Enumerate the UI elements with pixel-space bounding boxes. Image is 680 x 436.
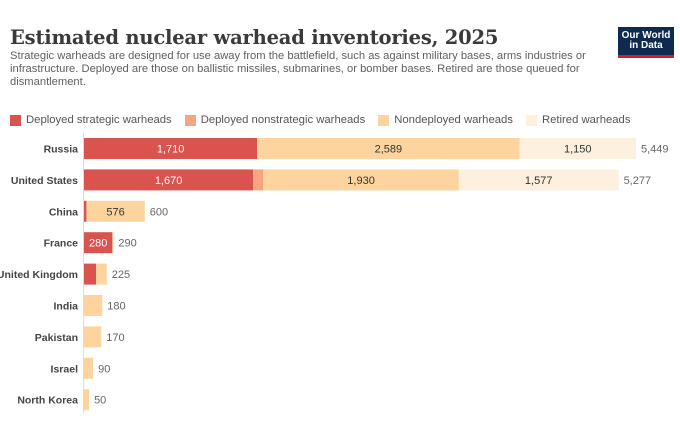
category-label: Pakistan <box>35 332 78 344</box>
bar-segment-nondeployed-warheads[interactable] <box>84 326 102 348</box>
legend-item-deployed-strategic[interactable]: Deployed strategic warheads <box>10 114 172 126</box>
category-label: France <box>44 238 79 250</box>
bar-segment-nondeployed-warheads[interactable] <box>112 232 114 254</box>
logo-line-1: Our World <box>621 30 671 41</box>
total-value-label: 170 <box>106 332 124 344</box>
bar-segment-nondeployed-warheads[interactable] <box>257 138 520 159</box>
segment-value-label: 1,577 <box>525 175 553 187</box>
segment-value-label: 1,150 <box>564 144 592 156</box>
bar-row-russia[interactable]: Russia 1,710 2,589 1,150 5,449 <box>44 138 669 159</box>
bar-row-united-states[interactable]: United States 1,670 1,930 1,577 5,277 <box>11 169 652 191</box>
legend-swatch <box>10 114 21 126</box>
legend: Deployed strategic warheads Deployed non… <box>10 114 643 126</box>
bar-row-china[interactable]: China 576 600 <box>49 200 168 222</box>
legend-item-nondeployed[interactable]: Nondeployed warheads <box>378 114 513 126</box>
chart-title: Estimated nuclear warhead inventories, 2… <box>10 26 499 49</box>
total-value-label: 5,449 <box>641 144 669 156</box>
category-label: United States <box>11 175 78 187</box>
segment-value-label: 1,930 <box>347 175 375 187</box>
bar-segment-nondeployed-warheads[interactable] <box>86 200 145 222</box>
total-value-label: 5,277 <box>624 175 652 187</box>
segment-value-label: 1,670 <box>155 175 183 187</box>
total-value-label: 50 <box>94 395 106 407</box>
segment-value-label: 280 <box>89 238 107 250</box>
bar-segment-deployed-strategic-warheads[interactable] <box>84 138 258 159</box>
category-label: Russia <box>44 144 79 156</box>
bar-segment-nondeployed-warheads[interactable] <box>96 263 107 285</box>
bar-segment-retired-warheads[interactable] <box>519 138 636 159</box>
category-label: Israel <box>51 363 79 375</box>
owid-logo[interactable]: Our World in Data <box>618 27 674 58</box>
category-label: United Kingdom <box>0 269 78 281</box>
bar-segment-deployed-nonstrategic-warheads[interactable] <box>253 169 264 191</box>
legend-swatch <box>184 114 196 126</box>
total-value-label: 225 <box>112 269 130 281</box>
bar-segment-deployed-strategic-warheads[interactable] <box>84 200 87 222</box>
bar-segment-deployed-strategic-warheads[interactable] <box>84 263 97 285</box>
bar-row-pakistan[interactable]: Pakistan 170 <box>35 326 125 348</box>
bar-row-united-kingdom[interactable]: United Kingdom 225 <box>0 263 130 285</box>
category-label: India <box>53 301 78 313</box>
legend-item-retired[interactable]: Retired warheads <box>525 114 631 126</box>
bar-segment-nondeployed-warheads[interactable] <box>84 389 90 411</box>
bar-segment-deployed-strategic-warheads[interactable] <box>84 169 254 191</box>
bar-row-france[interactable]: France 280 290 <box>44 232 137 254</box>
legend-label: Deployed nonstrategic warheads <box>200 114 366 126</box>
legend-label: Retired warheads <box>541 114 631 126</box>
legend-swatch <box>525 114 537 126</box>
bar-segment-nondeployed-warheads[interactable] <box>84 357 94 379</box>
category-label: North Korea <box>17 395 78 407</box>
total-value-label: 290 <box>118 238 136 250</box>
bar-segment-nondeployed-warheads[interactable] <box>263 169 459 191</box>
bar-segment-retired-warheads[interactable] <box>458 169 619 191</box>
segment-value-label: 576 <box>106 206 124 218</box>
legend-item-deployed-nonstrategic[interactable]: Deployed nonstrategic warheads <box>184 114 366 126</box>
bar-segment-deployed-strategic-warheads[interactable] <box>84 232 113 254</box>
segment-value-label: 2,589 <box>375 144 403 156</box>
legend-label: Nondeployed warheads <box>394 114 513 126</box>
total-value-label: 600 <box>150 206 168 218</box>
category-label: China <box>49 206 78 218</box>
legend-swatch <box>378 114 390 126</box>
bar-row-north-korea[interactable]: North Korea 50 <box>17 389 106 411</box>
total-value-label: 90 <box>98 363 110 375</box>
logo-line-2: in Data <box>629 40 663 51</box>
segment-value-label: 1,710 <box>157 144 185 156</box>
chart-subtitle: Strategic warheads are designed for use … <box>10 50 586 89</box>
bar-row-india[interactable]: India 180 <box>53 295 126 316</box>
bar-row-israel[interactable]: Israel 90 <box>51 357 111 379</box>
legend-label: Deployed strategic warheads <box>26 114 172 126</box>
total-value-label: 180 <box>107 301 125 313</box>
bar-segment-nondeployed-warheads[interactable] <box>84 295 103 316</box>
